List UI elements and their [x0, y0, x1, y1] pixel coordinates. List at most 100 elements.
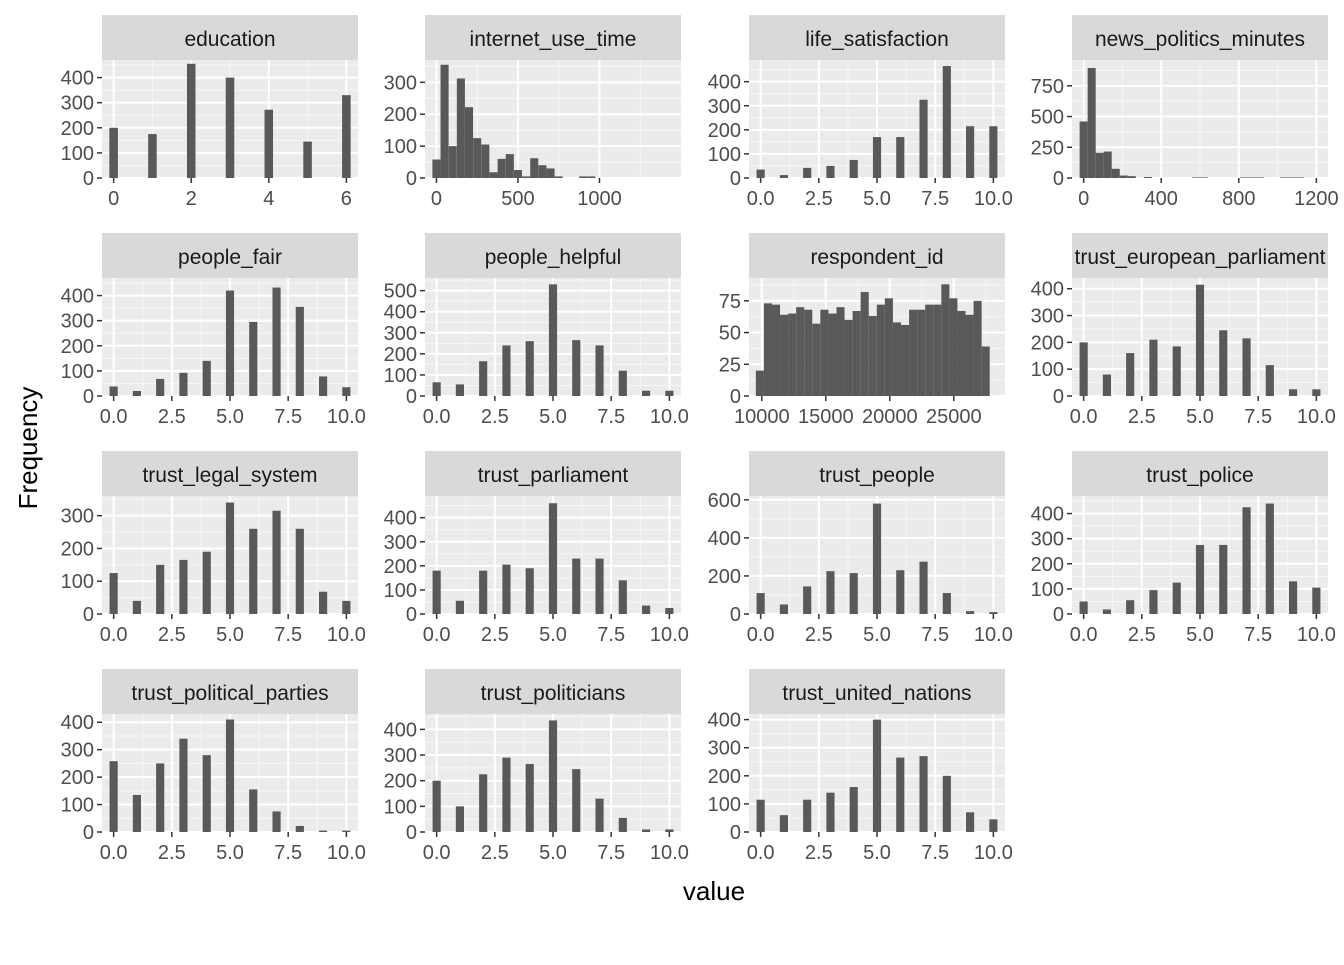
facet-title: life_satisfaction: [805, 28, 949, 51]
facet-title: trust_european_parliament: [1075, 246, 1326, 269]
x-tick-label: 7.5: [921, 188, 949, 210]
x-tick-label: 7.5: [274, 406, 302, 428]
histogram-bar: [109, 127, 118, 178]
y-tick-label: 0: [730, 386, 741, 408]
histogram-bar: [966, 812, 975, 832]
histogram-bar: [1280, 177, 1289, 178]
histogram-bar: [803, 167, 812, 178]
histogram-bar: [884, 298, 893, 396]
histogram-bar: [826, 792, 835, 832]
x-tick-label: 25000: [926, 406, 982, 428]
x-tick-label: 2.5: [158, 406, 186, 428]
histogram-bar: [481, 144, 490, 178]
y-tick-label: 100: [708, 794, 741, 816]
x-tick-label: 0.0: [1070, 406, 1098, 428]
x-tick-label: 5.0: [863, 188, 891, 210]
facet-panel: internet_use_time 0 500 1000 0 100 200 300: [384, 15, 681, 210]
histogram-bar: [579, 176, 588, 178]
histogram-bar: [502, 345, 511, 396]
y-tick-label: 200: [61, 118, 94, 140]
histogram-bar: [804, 309, 813, 396]
x-tick-label: 15000: [798, 406, 854, 428]
facet-strip: [425, 669, 681, 714]
y-tick-label: 400: [708, 72, 741, 94]
histogram-bar: [665, 390, 674, 396]
histogram-bar: [546, 168, 555, 178]
facet-strip: [1072, 233, 1328, 278]
histogram-bar: [1143, 177, 1152, 178]
facet-strip: [1072, 451, 1328, 496]
histogram-bar: [522, 176, 531, 178]
x-tick-label: 0.0: [423, 624, 451, 646]
histogram-bar: [525, 764, 534, 832]
x-tick-label: 0: [1078, 188, 1089, 210]
x-tick-label: 2: [186, 188, 197, 210]
histogram-bar: [820, 309, 829, 396]
x-tick-label: 1000: [577, 188, 622, 210]
y-tick-label: 100: [384, 365, 417, 387]
facet-panel: trust_parliament 0.0 2.5 5.0 7.5 10.0 01002003…: [384, 451, 689, 646]
y-tick-label: 200: [384, 556, 417, 578]
x-tick-label: 0.0: [747, 842, 775, 864]
y-tick-label: 400: [61, 286, 94, 308]
histogram-bar: [1240, 177, 1249, 178]
facet-panel: news_politics_minutes 0 400 800 1200 0 250 500 7…: [1031, 15, 1339, 210]
x-tick-label: 5.0: [216, 406, 244, 428]
y-tick-label: 400: [61, 712, 94, 734]
histogram-bar: [505, 154, 514, 178]
x-tick-label: 0.0: [100, 842, 128, 864]
histogram-bar: [513, 170, 522, 178]
facet-strip: [425, 451, 681, 496]
histogram-bar: [132, 390, 141, 396]
y-tick-label: 200: [708, 766, 741, 788]
histogram-bar: [917, 309, 926, 396]
histogram-bar: [965, 314, 974, 396]
histogram-bar: [432, 382, 441, 396]
histogram-bar: [132, 794, 141, 832]
x-tick-label: 10.0: [327, 624, 366, 646]
histogram-bar: [272, 287, 281, 396]
histogram-bar: [272, 811, 281, 832]
histogram-bar: [1111, 168, 1120, 178]
histogram-bar: [319, 830, 328, 832]
histogram-bar: [1127, 176, 1136, 178]
x-tick-label: 0.0: [747, 624, 775, 646]
x-tick-label: 0.0: [747, 188, 775, 210]
facet-panel: people_fair 0.0 2.5 5.0 7.5 10.0 0 100 200 300 400: [61, 233, 366, 428]
histogram-bar: [156, 564, 165, 614]
y-tick-label: 400: [708, 710, 741, 732]
x-tick-label: 10.0: [327, 842, 366, 864]
histogram-bar: [1296, 177, 1305, 178]
histogram-bar: [1219, 330, 1228, 396]
y-tick-label: 0: [83, 168, 94, 190]
histogram-bar: [1312, 389, 1321, 396]
histogram-bar: [642, 605, 651, 614]
histogram-bar: [849, 159, 858, 178]
y-tick-label: 200: [61, 538, 94, 560]
histogram-bar: [264, 109, 274, 178]
y-tick-label: 25: [719, 354, 741, 376]
facet-strip: [102, 233, 358, 278]
facet-strip: [102, 451, 358, 496]
histogram-bar: [828, 313, 837, 396]
histogram-bar: [1247, 177, 1256, 178]
histogram-bar: [464, 107, 474, 178]
histogram-bar: [872, 503, 882, 614]
x-axis-title: value: [683, 876, 745, 906]
facet-panel: trust_police 0.0 2.5 5.0 7.5 10.0 0 100 200 300 40…: [1031, 451, 1336, 646]
histogram-bar: [502, 757, 511, 832]
histogram-bar: [538, 165, 547, 178]
facet-title: trust_parliament: [478, 464, 629, 487]
x-tick-label: 10.0: [327, 406, 366, 428]
histogram-bar: [868, 316, 877, 396]
histogram-bar: [1103, 151, 1112, 178]
x-tick-label: 5.0: [216, 842, 244, 864]
y-tick-label: 0: [83, 386, 94, 408]
y-tick-label: 100: [384, 580, 417, 602]
histogram-bar: [479, 361, 488, 396]
y-tick-label: 0: [406, 168, 417, 190]
histogram-bar: [1195, 284, 1205, 396]
x-tick-label: 7.5: [597, 406, 625, 428]
facet-panel: trust_european_parliament 0.0 2.5 5.0 7.5 10.…: [1031, 233, 1336, 428]
